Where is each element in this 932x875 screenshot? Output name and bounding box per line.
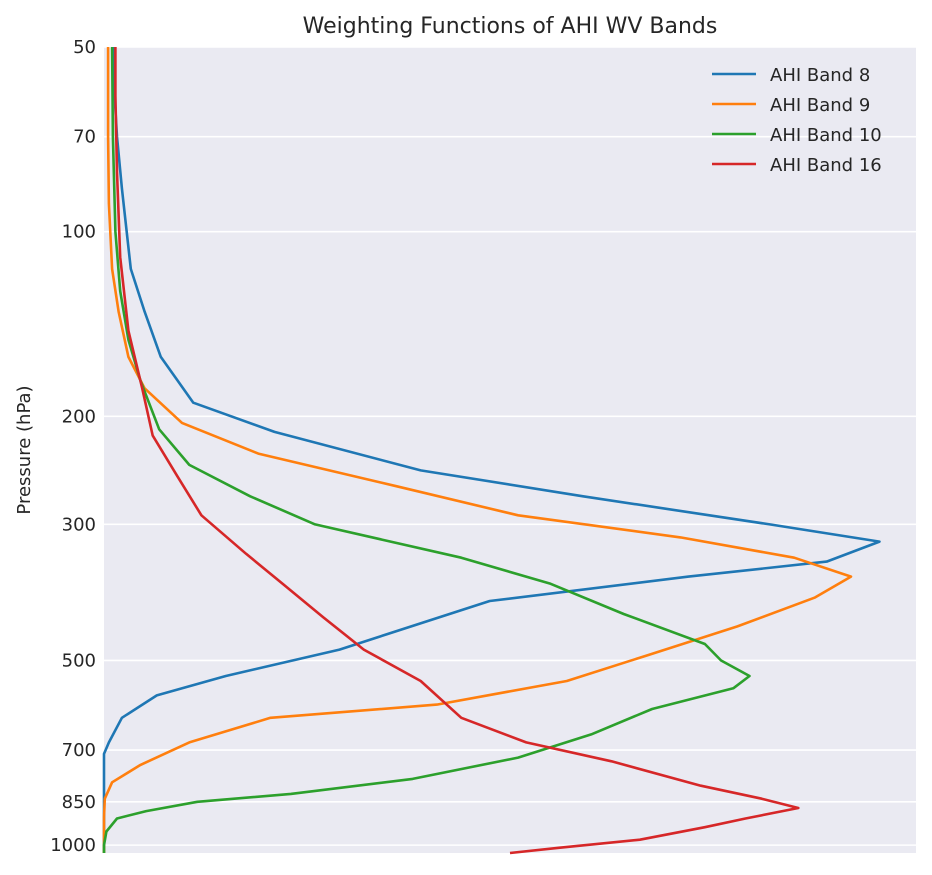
series-line-4 [114, 47, 800, 855]
series-line-1 [102, 46, 881, 853]
chart-title: Weighting Functions of AHI WV Bands [303, 14, 718, 39]
y-tick-label: 500 [62, 650, 96, 671]
y-tick-label: 1000 [50, 835, 96, 856]
y-tick-label: 300 [62, 514, 96, 535]
y-tick-label: 850 [62, 792, 96, 813]
y-tick-label: 100 [62, 222, 96, 243]
y-tick-label: 70 [73, 127, 96, 148]
y-tick-label: 700 [62, 740, 96, 761]
y-tick-label: 200 [62, 406, 96, 427]
legend-label: AHI Band 16 [770, 155, 882, 176]
series-lines [102, 46, 881, 855]
y-axis-ticks: 50 70 100 200 300 500 700 850 1000 [50, 37, 96, 856]
legend-label: AHI Band 8 [770, 65, 870, 86]
plot-background [104, 47, 916, 853]
legend: AHI Band 8 AHI Band 9 AHI Band 10 AHI Band … [712, 65, 882, 176]
grid-lines [104, 46, 916, 846]
series-line-2 [102, 47, 853, 853]
legend-label: AHI Band 9 [770, 95, 870, 116]
y-tick-label: 50 [73, 37, 96, 58]
legend-label: AHI Band 10 [770, 125, 882, 146]
y-axis-label: Pressure (hPa) [14, 385, 35, 514]
